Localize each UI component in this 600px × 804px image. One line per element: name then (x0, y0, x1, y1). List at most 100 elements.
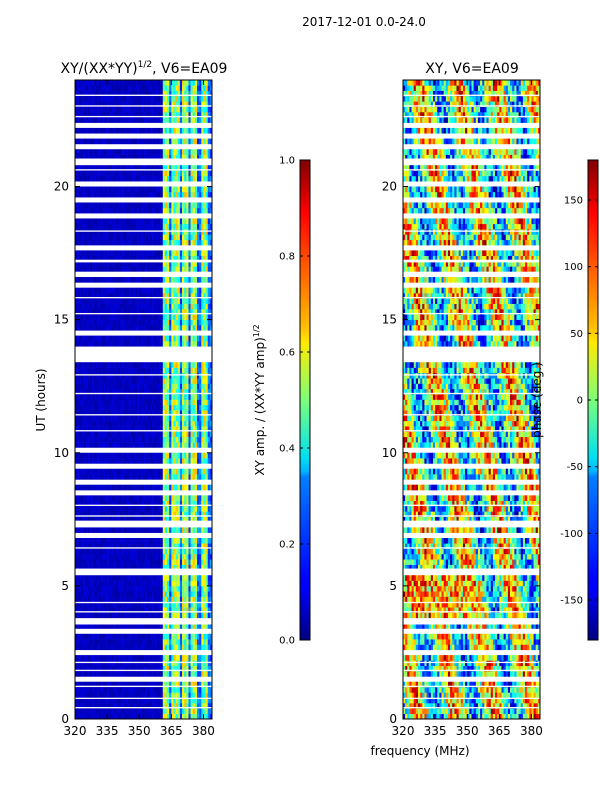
heat-cell (126, 708, 128, 714)
heat-cell (120, 549, 122, 555)
heat-cell (94, 250, 96, 256)
heat-cell (156, 714, 158, 720)
heat-cell (126, 575, 128, 581)
heat-cell (135, 634, 137, 640)
heat-cell (103, 394, 105, 400)
heat-cell (137, 549, 139, 555)
heat-cell (171, 234, 173, 240)
heat-cell (150, 325, 152, 331)
heat-cell (191, 437, 193, 443)
heat-cell (88, 586, 90, 592)
heat-cell (206, 341, 208, 347)
heat-cell (84, 314, 86, 320)
heat-cell (176, 341, 178, 347)
heat-cell (77, 597, 79, 603)
heat-cell (197, 586, 199, 592)
heat-cell (99, 298, 101, 304)
heat-cell (163, 708, 165, 714)
heat-cell (150, 613, 152, 619)
heat-cell (131, 453, 133, 459)
heat-cell (148, 405, 150, 411)
heat-cell (201, 660, 203, 666)
heat-cell (107, 234, 109, 240)
heat-cell (171, 229, 173, 235)
heat-cell (156, 250, 158, 256)
heat-cell (203, 202, 205, 208)
heat-cell (195, 325, 197, 331)
heat-cell (137, 437, 139, 443)
heat-cell (156, 554, 158, 560)
heat-cell (88, 240, 90, 246)
heat-cell (161, 405, 163, 411)
heat-cell (169, 453, 171, 459)
heat-cell (169, 559, 171, 565)
heat-cell (150, 453, 152, 459)
heat-cell (105, 453, 107, 459)
heat-cell (206, 474, 208, 480)
heat-cell (99, 378, 101, 384)
heat-cell (141, 400, 143, 406)
heat-cell (120, 554, 122, 560)
heat-cell (163, 559, 165, 565)
heat-cell (154, 234, 156, 240)
heat-cell (90, 202, 92, 208)
heat-cell (141, 266, 143, 272)
heat-cell (199, 325, 201, 331)
heat-cell (191, 714, 193, 720)
heat-cell (156, 586, 158, 592)
heat-cell (165, 320, 167, 326)
heat-cell (167, 277, 169, 283)
heat-cell (191, 474, 193, 480)
heat-cell (116, 394, 118, 400)
heat-cell (84, 581, 86, 587)
heat-cell (122, 336, 124, 342)
heat-cell (116, 660, 118, 666)
heat-cell (116, 400, 118, 406)
heat-cell (81, 266, 83, 272)
heat-cell (114, 298, 116, 304)
heat-cell (201, 708, 203, 714)
heat-cell (171, 575, 173, 581)
heat-cell (116, 559, 118, 565)
heat-cell (120, 671, 122, 677)
heat-cell (203, 591, 205, 597)
heat-cell (84, 660, 86, 666)
heat-cell (148, 437, 150, 443)
heat-cell (135, 384, 137, 390)
heat-cell (120, 692, 122, 698)
heat-cell (120, 442, 122, 448)
heat-cell (77, 660, 79, 666)
heat-cell (96, 660, 98, 666)
heat-cell (156, 378, 158, 384)
heat-cell (182, 586, 184, 592)
heat-cell (173, 692, 175, 698)
heat-cell (92, 708, 94, 714)
heat-cell (86, 202, 88, 208)
heat-cell (197, 378, 199, 384)
heat-cell (188, 373, 190, 379)
heat-cell (129, 431, 131, 437)
heat-cell (129, 485, 131, 491)
heat-cell (103, 527, 105, 533)
heat-cell (114, 687, 116, 693)
heat-cell (116, 527, 118, 533)
heat-cell (146, 304, 148, 310)
heat-cell (208, 421, 210, 427)
heat-cell (141, 341, 143, 347)
heat-cell (109, 400, 111, 406)
heat-cell (141, 469, 143, 475)
heat-cell (126, 400, 128, 406)
heat-cell (167, 229, 169, 235)
heat-cell (99, 341, 101, 347)
heat-cell (197, 613, 199, 619)
heat-cell (133, 266, 135, 272)
heat-cell (167, 394, 169, 400)
heat-cell (126, 474, 128, 480)
heat-cell (206, 421, 208, 427)
heat-cell (188, 362, 190, 368)
heat-cell (137, 644, 139, 650)
heat-cell (197, 400, 199, 406)
heat-cell (197, 362, 199, 368)
heat-cell (154, 298, 156, 304)
heat-cell (107, 298, 109, 304)
